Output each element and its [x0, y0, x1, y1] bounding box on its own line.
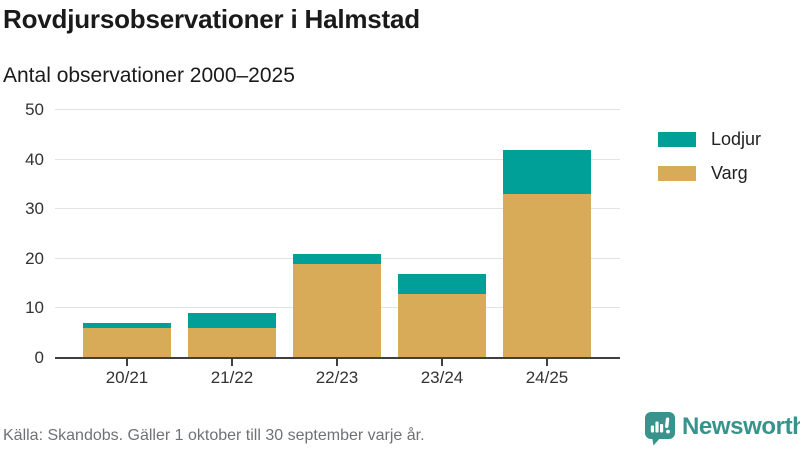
- bar-segment-varg-20/21: [83, 328, 171, 358]
- bar-segment-lodjur-20/21: [83, 323, 171, 329]
- x-axis-tick-20/21: [126, 359, 128, 366]
- bar-segment-lodjur-24/25: [503, 149, 591, 195]
- newsworthy-wordmark: Newsworthy: [682, 413, 800, 440]
- legend-swatch-varg: [658, 166, 696, 181]
- bar-segment-varg-21/22: [188, 328, 276, 358]
- x-axis-tick-21/22: [231, 359, 233, 366]
- gridline-y-50: [55, 109, 620, 110]
- x-axis-tick-24/25: [546, 359, 548, 366]
- x-tick-label-23/24: 23/24: [420, 368, 464, 387]
- x-tick-label-21/22: 21/22: [210, 368, 254, 387]
- newsworthy-logo: Newsworthy: [644, 411, 800, 446]
- x-axis-line: [55, 357, 620, 359]
- bar-segment-varg-24/25: [503, 194, 591, 358]
- legend-item-lodjur: Lodjur: [658, 129, 761, 150]
- x-tick-label-22/23: 22/23: [315, 368, 359, 387]
- plot-area: [55, 109, 620, 358]
- chart-title: Rovdjursobservationer i Halmstad: [3, 4, 420, 34]
- y-tick-label-50: 50: [25, 100, 44, 119]
- legend-label-lodjur: Lodjur: [711, 129, 762, 149]
- bar-segment-lodjur-23/24: [398, 273, 486, 294]
- source-note: Källa: Skandobs. Gäller 1 oktober till 3…: [3, 427, 425, 444]
- y-tick-label-30: 30: [25, 199, 44, 219]
- y-tick-label-40: 40: [25, 149, 44, 169]
- chart-legend: Lodjur Varg: [658, 129, 761, 197]
- x-axis-tick-23/24: [441, 359, 443, 366]
- bar-segment-varg-22/23: [293, 263, 381, 358]
- y-tick-label-20: 20: [25, 248, 44, 268]
- y-tick-label-10: 10: [25, 298, 44, 318]
- bar-segment-lodjur-22/23: [293, 253, 381, 264]
- legend-label-varg: Varg: [711, 163, 748, 183]
- legend-item-varg: Varg: [658, 163, 761, 184]
- legend-swatch-lodjur: [658, 132, 696, 147]
- x-axis-tick-22/23: [336, 359, 338, 366]
- x-tick-label-24/25: 24/25: [525, 368, 569, 387]
- x-tick-label-20/21: 20/21: [105, 368, 149, 387]
- bar-segment-varg-23/24: [398, 293, 486, 358]
- gridline-y-30: [55, 208, 620, 210]
- gridline-y-40: [55, 158, 620, 160]
- chart-subtitle: Antal observationer 2000–2025: [3, 64, 295, 87]
- y-tick-label-0: 0: [34, 348, 44, 367]
- bar-segment-lodjur-21/22: [188, 313, 276, 329]
- newsworthy-logo-icon: [645, 412, 675, 446]
